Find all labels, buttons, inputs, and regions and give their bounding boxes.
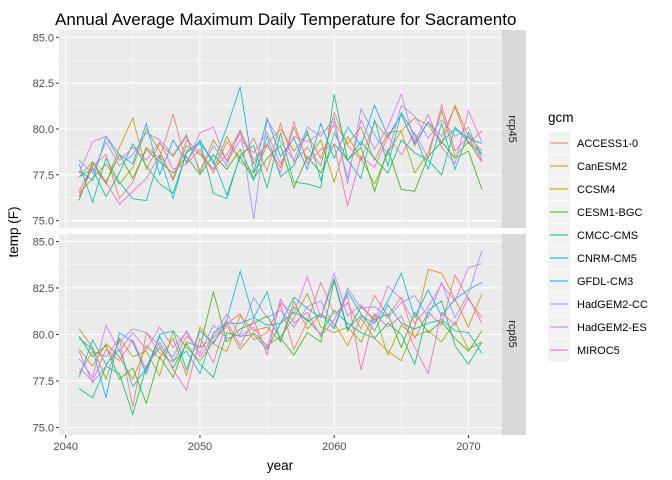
panel-rcp45: rcp45 <box>59 30 526 228</box>
facet-strip-label: rcp45 <box>506 115 518 143</box>
series-line-ccsm4 <box>78 292 483 381</box>
panel-series-lines <box>78 86 483 219</box>
y-tick-label: 75.0 <box>33 216 54 228</box>
y-tick-label: 85.0 <box>33 236 54 248</box>
y-tick-label: 85.0 <box>33 32 54 44</box>
series-line-cnrm-cm5 <box>78 290 483 388</box>
series-line-cnrm-cm5 <box>78 111 483 204</box>
x-tick-label: 2070 <box>456 441 480 453</box>
legend-label: MIROC5 <box>577 345 620 357</box>
series-line-cmcc-cms <box>78 94 483 200</box>
legend-label: CCSM4 <box>577 184 616 196</box>
y-tick-label: 82.5 <box>33 78 54 90</box>
legend-title: gcm <box>548 110 574 125</box>
legend-label: GFDL-CM3 <box>577 276 633 288</box>
legend-item-cesm1-bgc: CESM1-BGC <box>548 201 642 223</box>
legend-item-hadgem2-cc: HadGEM2-CC <box>548 293 648 315</box>
y-tick-label: 77.5 <box>33 170 54 182</box>
series-line-miroc5 <box>78 294 483 392</box>
series-line-cesm1-bgc <box>78 280 483 405</box>
series-line-canesm2 <box>78 104 483 185</box>
legend-label: HadGEM2-ES <box>577 322 647 334</box>
panel-series-lines <box>78 250 483 416</box>
legend-label: CMCC-CMS <box>577 230 638 242</box>
series-line-cesm1-bgc <box>78 141 483 201</box>
y-tick-label: 80.0 <box>33 330 54 342</box>
y-tick-label: 77.5 <box>33 376 54 388</box>
facet-strip <box>502 234 526 435</box>
y-tick-label: 75.0 <box>33 423 54 435</box>
panel-rcp85: rcp85 <box>59 234 526 435</box>
series-line-gfdl-cm3 <box>78 269 483 398</box>
series-line-ccsm4 <box>78 109 483 194</box>
x-axis-ticks: 2040 2050 2060 2070 <box>53 435 481 453</box>
series-line-hadgem2-es <box>78 263 483 379</box>
legend-item-hadgem2-es: HadGEM2-ES <box>548 316 647 338</box>
legend-label: CNRM-CM5 <box>577 253 637 265</box>
legend-label: ACCESS1-0 <box>577 138 638 150</box>
y-axis-ticks-bottom: 75.0 77.5 80.0 82.5 85.0 <box>33 236 59 435</box>
series-line-gfdl-cm3 <box>78 86 483 181</box>
x-axis-title: year <box>267 458 294 473</box>
legend-label: HadGEM2-CC <box>577 299 648 311</box>
legend-item-ccsm4: CCSM4 <box>548 178 616 200</box>
x-tick-label: 2060 <box>322 441 346 453</box>
x-tick-label: 2040 <box>53 441 77 453</box>
y-axis-title: temp (F) <box>6 206 21 257</box>
series-line-access1-0 <box>78 105 483 200</box>
facet-strip <box>502 30 526 228</box>
legend-item-cmcc-cms: CMCC-CMS <box>548 224 638 246</box>
legend-label: CanESM2 <box>577 161 627 173</box>
y-tick-label: 82.5 <box>33 283 54 295</box>
legend: gcm ACCESS1-0 CanESM2 CCSM4 CESM1-BGC CMCC-C… <box>548 110 648 361</box>
legend-item-canesm2: CanESM2 <box>548 155 627 177</box>
y-tick-label: 80.0 <box>33 124 54 136</box>
chart-title: Annual Average Maximum Daily Temperature… <box>55 10 516 29</box>
series-line-hadgem2-cc <box>78 250 483 384</box>
legend-item-access1-0: ACCESS1-0 <box>548 132 638 154</box>
legend-item-gfdl-cm3: GFDL-CM3 <box>548 270 633 292</box>
series-line-miroc5 <box>78 103 483 207</box>
legend-item-miroc5: MIROC5 <box>548 339 620 361</box>
x-tick-label: 2050 <box>188 441 212 453</box>
legend-item-cnrm-cm5: CNRM-CM5 <box>548 247 637 269</box>
facet-strip-label: rcp85 <box>506 320 518 348</box>
series-line-hadgem2-es <box>78 92 483 179</box>
y-axis-ticks-top: 75.0 77.5 80.0 82.5 85.0 <box>33 32 59 228</box>
legend-label: CESM1-BGC <box>577 207 642 219</box>
series-line-hadgem2-cc <box>78 104 483 219</box>
